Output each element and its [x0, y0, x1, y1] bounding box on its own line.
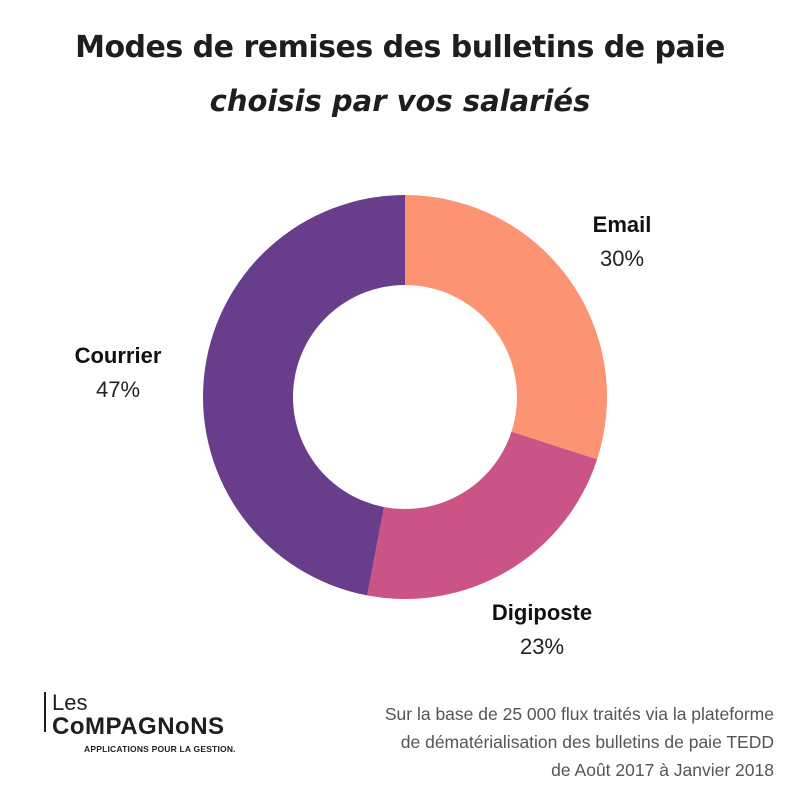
- footnote-line: de dématérialisation des bulletins de pa…: [400, 732, 774, 752]
- les-compagnons-logo: Les CoMPAGNoNS APPLICATIONS POUR LA GEST…: [44, 688, 294, 768]
- slice-label-courrier: Courrier: [75, 343, 162, 368]
- slice-label-email: Email: [593, 212, 652, 237]
- slice-value-digiposte: 23%: [520, 634, 564, 659]
- logo-divider: [44, 692, 46, 732]
- source-footnote: Sur la base de 25 000 flux traités via l…: [314, 700, 774, 784]
- slice-courrier: [203, 195, 405, 596]
- slice-value-courrier: 47%: [96, 377, 140, 402]
- footnote-line: de Août 2017 à Janvier 2018: [551, 760, 774, 780]
- logo-line1: Les: [52, 690, 88, 715]
- chart-subtitle: choisis par vos salariés: [209, 84, 591, 118]
- chart-title: Modes de remises des bulletins de paie: [75, 30, 725, 65]
- slice-digiposte: [367, 431, 598, 599]
- footnote-line: Sur la base de 25 000 flux traités via l…: [384, 704, 774, 724]
- logo-tagline: APPLICATIONS POUR LA GESTION.: [84, 744, 236, 754]
- slice-value-email: 30%: [600, 246, 644, 271]
- slice-label-digiposte: Digiposte: [492, 600, 592, 625]
- logo-brand: CoMPAGNoNS: [52, 713, 225, 740]
- slice-email: [405, 195, 607, 460]
